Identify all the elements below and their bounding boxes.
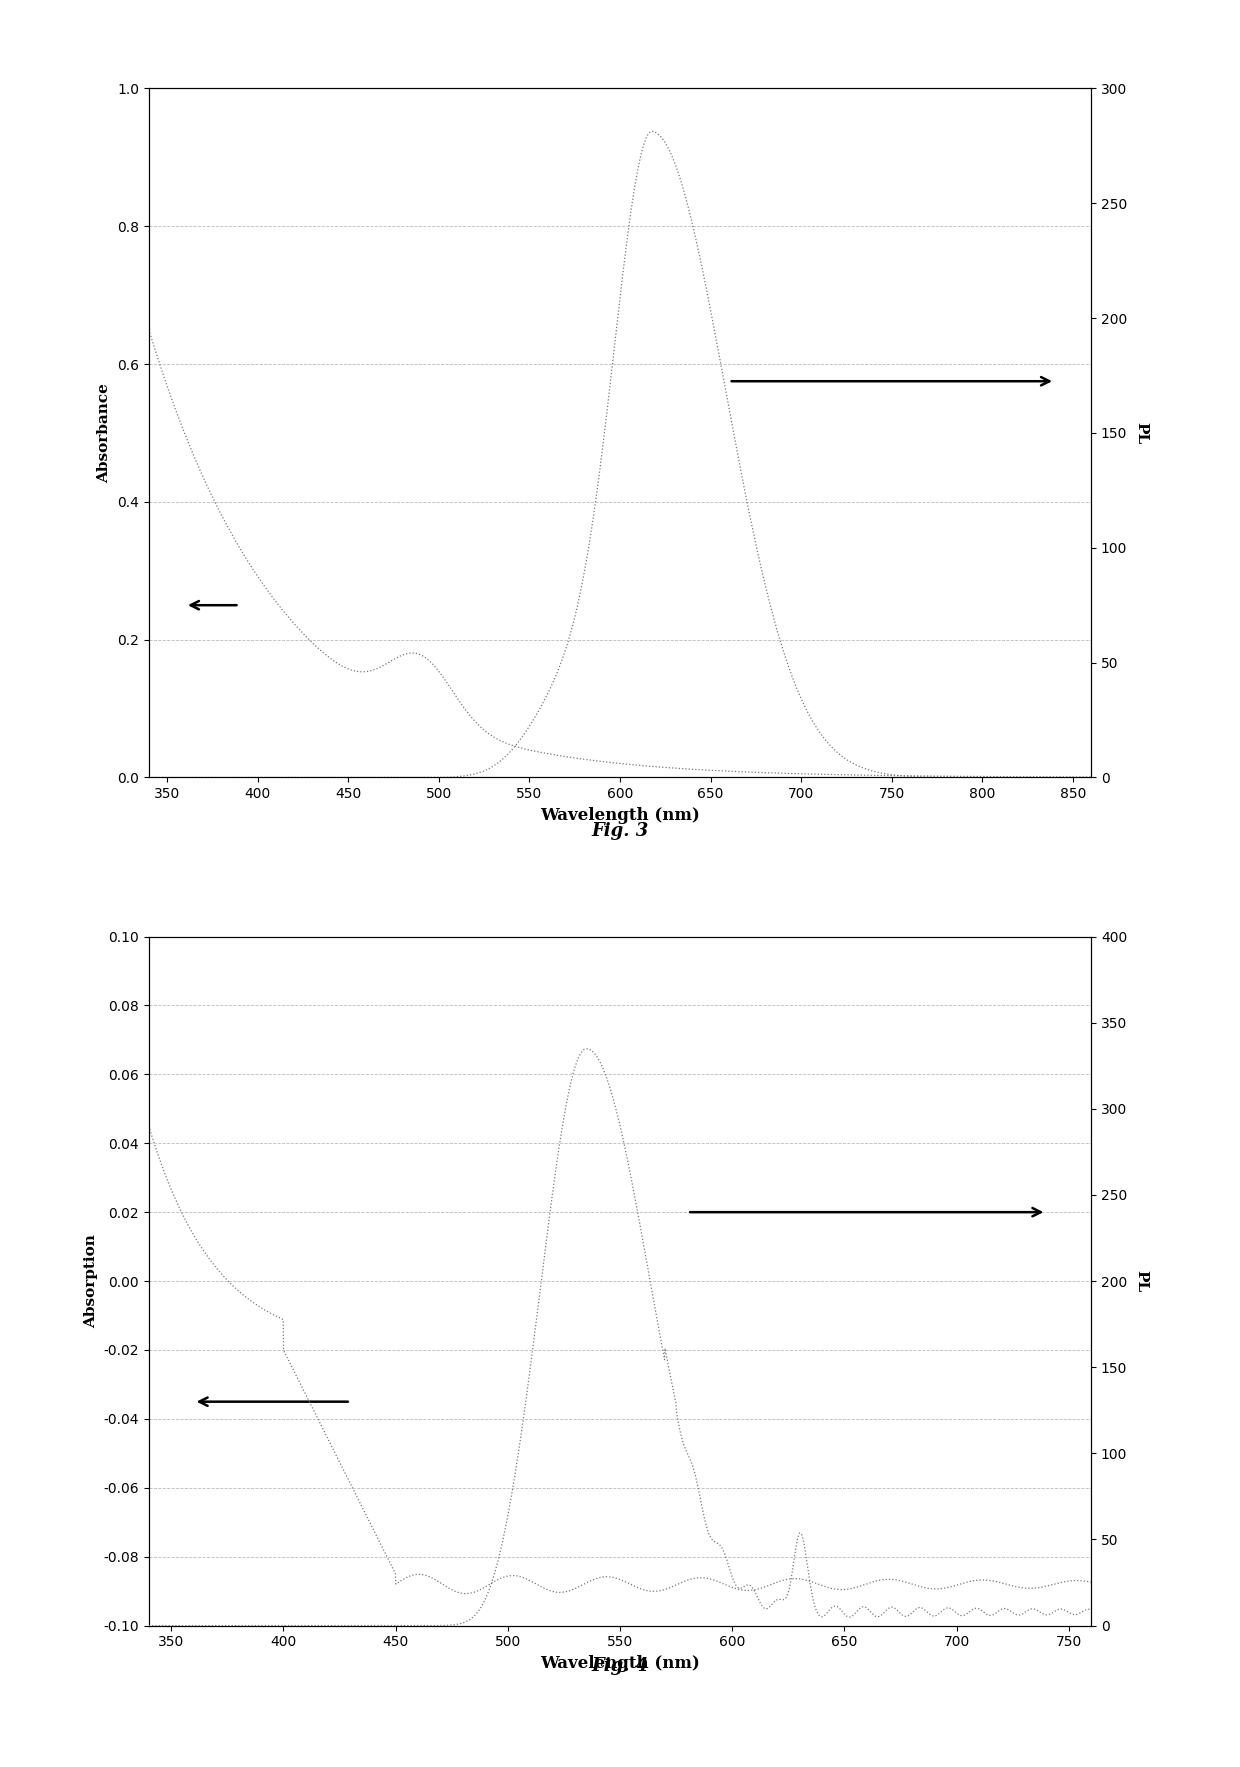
- Y-axis label: PL: PL: [1135, 1270, 1148, 1292]
- Text: Fig. 3: Fig. 3: [591, 822, 649, 839]
- X-axis label: Wavelength (nm): Wavelength (nm): [541, 1656, 699, 1672]
- Y-axis label: Absorption: Absorption: [84, 1233, 98, 1329]
- Y-axis label: PL: PL: [1135, 422, 1148, 444]
- Y-axis label: Absorbance: Absorbance: [98, 383, 112, 482]
- X-axis label: Wavelength (nm): Wavelength (nm): [541, 808, 699, 823]
- Text: Fig. 4: Fig. 4: [591, 1657, 649, 1675]
